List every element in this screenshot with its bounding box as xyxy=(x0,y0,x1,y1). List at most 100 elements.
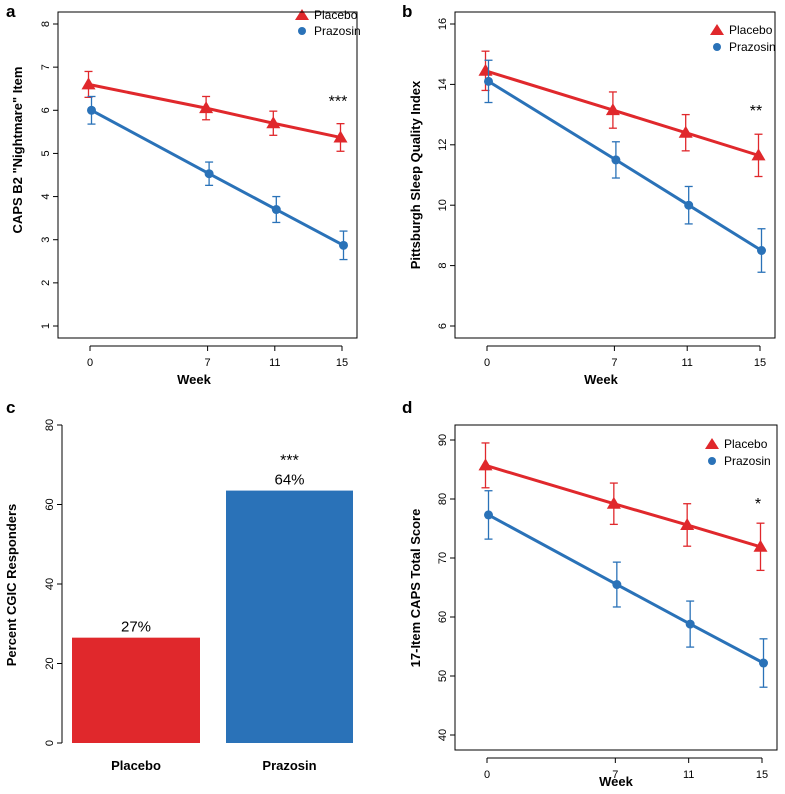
panel-b-x-tick-label: 0 xyxy=(484,357,490,369)
panel-a-y-axis-title: CAPS B2 "Nightmare" Item xyxy=(10,67,25,234)
panel-d-legend: Placebo Prazosin xyxy=(705,437,771,468)
panel-b-x-tick-label: 7 xyxy=(611,357,617,369)
panel-letter-d: d xyxy=(402,398,412,417)
panel-b-legend-prazosin-marker xyxy=(713,43,721,51)
panel-letter-a: a xyxy=(6,2,16,21)
panel-d-prazosin-point xyxy=(612,580,622,590)
panel-a-prazosin-line xyxy=(90,108,345,247)
panel-a-y-tick-label: 5 xyxy=(40,150,52,156)
panel-b-legend-placebo-label: Placebo xyxy=(729,23,773,37)
panel-d-y-tick-label: 80 xyxy=(437,493,449,505)
panel-d-placebo-point xyxy=(478,458,493,471)
panel-a-x-tick-label: 11 xyxy=(269,357,280,369)
panel-d-y-axis-title: 17-Item CAPS Total Score xyxy=(408,509,423,668)
panel-a-y-tick-label: 6 xyxy=(40,107,52,113)
panel-d-x-tick-label: 7 xyxy=(612,769,618,781)
panel-c-prazosin-value-label: 64% xyxy=(274,472,304,489)
panel-b-prazosin-point xyxy=(684,200,694,210)
panel-a-legend-placebo-marker xyxy=(295,9,309,20)
panel-a-plot-frame xyxy=(57,11,358,339)
panel-d-x-tick-label: 0 xyxy=(484,769,490,781)
panel-d-placebo-point xyxy=(606,496,621,509)
panel-a-prazosin-point xyxy=(87,105,96,115)
panel-a-legend-placebo-label: Placebo xyxy=(314,8,358,22)
panel-a-legend-prazosin-label: Prazosin xyxy=(314,24,361,38)
panel-letter-c: c xyxy=(6,398,15,417)
panel-c-placebo-value-label: 27% xyxy=(121,619,151,636)
panel-d-x-tick-label: 15 xyxy=(756,769,768,781)
panel-c-y-tick-label: 80 xyxy=(44,419,56,431)
panel-d-plot-frame xyxy=(454,424,778,751)
panel-b-legend-prazosin-label: Prazosin xyxy=(729,40,776,54)
panel-a-y-tick-label: 8 xyxy=(40,21,52,27)
panel-a-prazosin-point xyxy=(204,169,214,179)
panel-b-y-tick-label: 6 xyxy=(437,323,449,329)
panel-a-significance-label: *** xyxy=(329,94,348,111)
panel-letter-b: b xyxy=(402,2,412,21)
panel-b-x-tick-label: 15 xyxy=(754,357,766,369)
panel-b-x-axis-title: Week xyxy=(584,372,618,387)
panel-c-placebo-bar xyxy=(72,637,200,743)
panel-d-legend-prazosin-label: Prazosin xyxy=(724,454,771,468)
panel-b-legend: Placebo Prazosin xyxy=(710,23,776,54)
panel-d-prazosin-point xyxy=(685,619,695,629)
panel-d-y-tick-label: 70 xyxy=(437,552,449,564)
panel-b-y-tick-label: 12 xyxy=(437,139,449,151)
panel-d-significance-label: * xyxy=(755,496,761,513)
panel-a-x-tick-label: 15 xyxy=(336,357,348,369)
panel-d-prazosin-point xyxy=(759,658,768,668)
panel-a-prazosin-point xyxy=(271,205,281,215)
panel-b-placebo-line xyxy=(485,69,759,157)
panel-b-y-axis-title: Pittsburgh Sleep Quality Index xyxy=(408,80,423,269)
panel-a-y-tick-label: 4 xyxy=(40,194,52,200)
panel-b-placebo-point xyxy=(605,103,620,116)
panel-d-prazosin-line xyxy=(487,513,765,665)
panel-d-legend-prazosin-marker xyxy=(708,457,716,465)
panel-b-y-tick-label: 16 xyxy=(437,18,449,30)
panel-d-x-tick-label: 11 xyxy=(683,769,694,781)
panel-c-placebo-category-label: Placebo xyxy=(111,758,161,773)
panel-b: b Pittsburgh Sleep Quality Index Week Pl… xyxy=(402,2,776,387)
panel-a-placebo-point xyxy=(266,116,281,129)
panel-b-prazosin-line xyxy=(487,80,763,252)
panel-a-x-axis-title: Week xyxy=(177,372,211,387)
panel-b-y-tick-label: 14 xyxy=(437,78,449,90)
panel-a-prazosin-point xyxy=(339,240,348,250)
panel-a-placebo-point xyxy=(199,101,214,114)
panel-b-placebo-point xyxy=(751,148,766,161)
panel-d-placebo-point xyxy=(753,539,768,552)
panel-a-placebo-point xyxy=(333,130,348,143)
panel-b-plot-frame xyxy=(454,11,776,339)
panel-a-y-tick-label: 3 xyxy=(40,237,52,243)
panel-b-legend-placebo-marker xyxy=(710,24,724,35)
panel-d-placebo-point xyxy=(680,517,695,530)
panel-d-x-axis-title: Week xyxy=(599,774,633,789)
panel-b-placebo-point xyxy=(478,63,493,76)
panel-a: a CAPS B2 "Nightmare" Item Week Placebo … xyxy=(6,2,361,387)
panel-a-x-tick-label: 0 xyxy=(87,357,93,369)
panel-d-placebo-line xyxy=(485,463,761,549)
panel-b-x-tick-label: 11 xyxy=(681,357,692,369)
panel-c-y-tick-label: 0 xyxy=(44,740,56,746)
panel-d: d 17-Item CAPS Total Score Week Placebo … xyxy=(402,398,778,789)
panel-a-y-tick-label: 7 xyxy=(40,64,52,70)
panel-c-y-tick-label: 40 xyxy=(44,578,56,590)
panel-b-significance-label: ** xyxy=(750,103,762,120)
panel-c-significance-label: *** xyxy=(280,453,299,470)
panel-d-prazosin-point xyxy=(484,510,493,520)
panel-a-placebo-point xyxy=(81,77,96,90)
panel-b-prazosin-point xyxy=(484,76,493,86)
panel-c-y-tick-label: 20 xyxy=(44,657,56,669)
panel-d-y-tick-label: 40 xyxy=(437,729,449,741)
panel-c-prazosin-category-label: Prazosin xyxy=(262,758,316,773)
panel-b-placebo-point xyxy=(678,125,693,138)
panel-c: c Percent CGIC Responders 0 20 40 60 80 27% Pl… xyxy=(4,398,353,773)
panel-d-y-tick-label: 60 xyxy=(437,611,449,623)
panel-a-y-tick-label: 1 xyxy=(40,323,52,329)
panel-a-legend-prazosin-marker xyxy=(298,27,306,35)
panel-d-y-tick-label: 90 xyxy=(437,434,449,446)
panel-d-y-tick-label: 50 xyxy=(437,670,449,682)
panel-b-y-tick-label: 8 xyxy=(437,263,449,269)
panel-a-y-tick-label: 2 xyxy=(40,280,52,286)
